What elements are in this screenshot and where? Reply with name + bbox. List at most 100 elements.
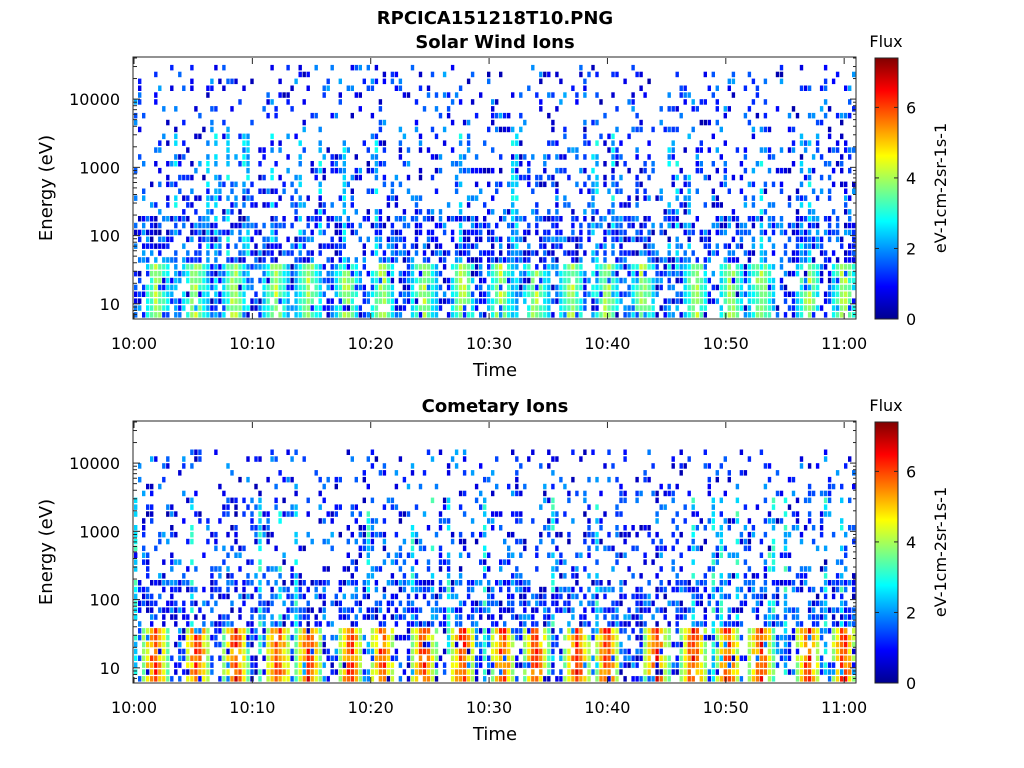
heatmap-cell [174, 264, 178, 270]
heatmap-cell [450, 607, 455, 613]
heatmap-cell [134, 648, 138, 655]
x-tick-label: 10:50 [703, 334, 749, 353]
heatmap-cell [759, 188, 764, 194]
heatmap-cell [246, 195, 250, 201]
heatmap-cell [270, 270, 274, 277]
heatmap-cell [563, 154, 567, 160]
heatmap-cell [844, 305, 848, 311]
heatmap-cell [242, 250, 246, 256]
heatmap-cell [631, 277, 635, 284]
heatmap-cell [262, 174, 266, 181]
heatmap-cell [462, 264, 467, 270]
heatmap-cell [515, 518, 519, 524]
heatmap-cell [294, 202, 298, 208]
heatmap-cell [454, 181, 459, 188]
heatmap-cell [466, 202, 471, 208]
heatmap-cell [711, 284, 715, 291]
heatmap-cell [390, 497, 395, 504]
heatmap-cell [206, 140, 210, 146]
heatmap-cell [607, 209, 611, 215]
heatmap-cell [583, 634, 587, 641]
heatmap-cell [346, 669, 350, 675]
heatmap-cell [479, 298, 483, 304]
heatmap-cell [134, 580, 138, 586]
heatmap-cell [579, 222, 583, 229]
heatmap-cell [503, 126, 507, 133]
heatmap-cell [827, 147, 832, 153]
heatmap-cell [146, 291, 150, 297]
heatmap-cell [747, 277, 752, 284]
heatmap-cell [414, 202, 419, 208]
heatmap-cell [454, 648, 459, 655]
heatmap-cell [531, 188, 535, 194]
heatmap-cell [631, 106, 635, 112]
heatmap-cell [174, 284, 178, 291]
heatmap-cell [519, 600, 523, 607]
heatmap-cell [338, 305, 342, 311]
heatmap-cell [386, 607, 391, 613]
heatmap-cell [719, 154, 723, 160]
heatmap-cell [282, 586, 286, 593]
heatmap-cell [715, 202, 719, 208]
heatmap-cell [462, 470, 467, 476]
heatmap-cell [599, 243, 603, 249]
heatmap-cell [382, 284, 387, 291]
heatmap-cell [547, 669, 551, 675]
heatmap-cell [651, 284, 655, 291]
heatmap-cell [182, 257, 186, 263]
heatmap-cell [591, 195, 595, 201]
heatmap-cell [290, 202, 294, 208]
heatmap-cell [699, 119, 703, 126]
heatmap-cell [474, 483, 479, 490]
heatmap-cell [230, 312, 234, 318]
heatmap-cell [583, 490, 587, 497]
heatmap-cell [615, 634, 619, 641]
heatmap-cell [515, 634, 519, 641]
heatmap-cell [302, 614, 306, 620]
heatmap-cell [210, 277, 214, 284]
heatmap-cell [214, 236, 218, 243]
heatmap-cell [707, 250, 711, 256]
heatmap-cell [146, 607, 150, 613]
heatmap-cell [358, 607, 362, 613]
heatmap-cell [571, 655, 575, 661]
heatmap-cell [338, 580, 342, 586]
heatmap-cell [350, 284, 354, 291]
heatmap-cell [487, 222, 491, 229]
heatmap-cell [675, 305, 679, 311]
heatmap-cell [848, 147, 852, 153]
heatmap-cell [326, 676, 330, 682]
heatmap-cell [154, 277, 158, 284]
heatmap-cell [531, 614, 535, 620]
heatmap-cell [844, 202, 848, 208]
heatmap-cell [262, 202, 266, 208]
heatmap-cell [302, 202, 306, 208]
heatmap-cell [182, 154, 186, 160]
heatmap-cell [555, 106, 559, 112]
heatmap-cell [835, 147, 840, 153]
heatmap-cell [491, 648, 495, 655]
heatmap-cell [579, 167, 583, 174]
heatmap-cell [314, 676, 318, 682]
heatmap-cell [422, 662, 427, 668]
heatmap-cell [771, 250, 776, 256]
heatmap-cell [479, 236, 483, 243]
heatmap-cell [170, 161, 174, 167]
heatmap-cell [154, 312, 158, 318]
heatmap-cell [438, 243, 443, 249]
heatmap-cell [134, 600, 138, 607]
heatmap-cell [835, 236, 840, 243]
heatmap-cell [470, 628, 475, 634]
heatmap-cell [831, 277, 836, 284]
heatmap-cell [350, 270, 354, 277]
heatmap-cell [547, 531, 551, 538]
heatmap-cell [206, 291, 210, 297]
heatmap-cell [507, 593, 511, 600]
heatmap-cell [250, 518, 254, 524]
heatmap-cell [763, 250, 768, 256]
heatmap-cell [402, 298, 407, 304]
heatmap-cell [783, 243, 788, 249]
heatmap-cell [619, 648, 623, 655]
heatmap-cell [274, 229, 278, 236]
